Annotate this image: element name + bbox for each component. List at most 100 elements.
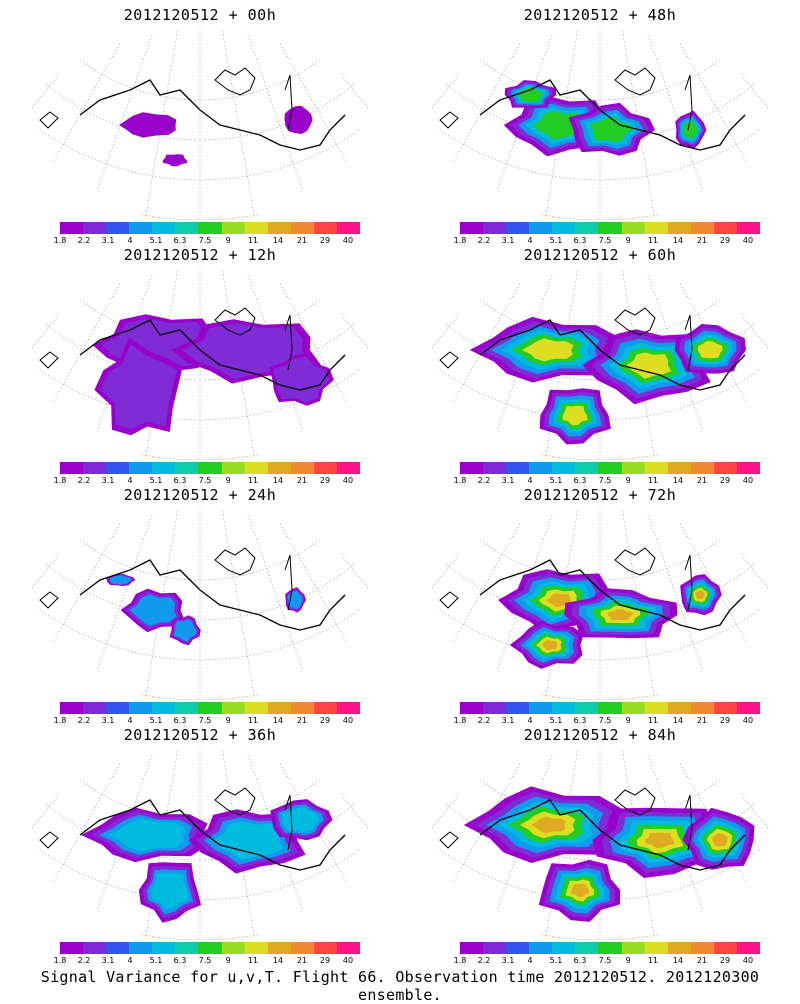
colorbar-swatch (290, 702, 314, 714)
colorbar-label: 21 (696, 476, 708, 485)
colorbar-swatch (290, 942, 314, 954)
colorbar-label: 5.1 (149, 476, 163, 485)
colorbar-label: 6.3 (173, 476, 187, 485)
colorbar-swatch (552, 222, 576, 234)
panel-title: 2012120512 + 72h (523, 486, 677, 504)
colorbar-label: 6.3 (173, 236, 187, 245)
colorbar-swatch (336, 222, 361, 234)
forecast-panel: 2012120512 + 24h 1.8 2.2 3.1 4 5.1 6.3 7.5 9 11 14… (0, 480, 400, 730)
colorbar-swatch (598, 222, 622, 234)
colorbar-swatch (529, 462, 553, 474)
colorbar-label: 11 (647, 956, 659, 965)
colorbar-label: 11 (647, 236, 659, 245)
colorbar-label: 3.1 (101, 476, 115, 485)
colorbar-label: 4 (527, 716, 533, 725)
colorbar-swatch (83, 222, 107, 234)
colorbar-label: 7.5 (598, 956, 612, 965)
colorbar-swatch (129, 222, 153, 234)
colorbar-swatch (313, 462, 337, 474)
colorbar-label: 3.1 (101, 236, 115, 245)
colorbar-swatch (529, 222, 553, 234)
colorbar-label: 29 (319, 956, 331, 965)
forecast-panel: 2012120512 + 00h 1.8 2.2 3.1 4 5.1 6.3 7.5 9 11 14… (0, 0, 400, 250)
colorbar-label: 7.5 (598, 476, 612, 485)
colorbar (460, 222, 761, 234)
colorbar-swatch (267, 702, 291, 714)
colorbar (60, 222, 361, 234)
colorbar-label: 29 (719, 716, 731, 725)
colorbar-swatch (483, 702, 507, 714)
colorbar-swatch (267, 222, 291, 234)
colorbar-swatch (244, 942, 268, 954)
colorbar-label: 2.2 (477, 956, 491, 965)
colorbar-swatch (575, 702, 599, 714)
colorbar-swatch (552, 462, 576, 474)
colorbar-labels: 1.8 2.2 3.1 4 5.1 6.3 7.5 9 11 14 21 29 40 (454, 236, 760, 246)
colorbar-label: 2.2 (77, 716, 91, 725)
colorbar-label: 40 (742, 236, 754, 245)
colorbar-swatch (736, 462, 761, 474)
colorbar-swatch (621, 462, 645, 474)
colorbar-swatch (667, 942, 691, 954)
colorbar-swatch (644, 462, 668, 474)
colorbar-swatch (129, 702, 153, 714)
colorbar-label: 6.3 (573, 716, 587, 725)
forecast-panel: 2012120512 + 36h 1.8 2.2 3.1 4 5.1 6.3 7.5 9 11 14… (0, 720, 400, 970)
colorbar-labels: 1.8 2.2 3.1 4 5.1 6.3 7.5 9 11 14 21 29 40 (454, 476, 760, 486)
colorbar-swatch (313, 942, 337, 954)
colorbar-label: 2.2 (77, 956, 91, 965)
panel-title: 2012120512 + 00h (123, 6, 277, 24)
colorbar-swatch (621, 942, 645, 954)
colorbar-label: 14 (272, 476, 284, 485)
colorbar-label: 7.5 (198, 716, 212, 725)
colorbar-swatch (221, 222, 245, 234)
colorbar-labels: 1.8 2.2 3.1 4 5.1 6.3 7.5 9 11 14 21 29 40 (454, 716, 760, 726)
colorbar-swatch (690, 942, 714, 954)
variance-map (28, 749, 372, 940)
colorbar-labels: 1.8 2.2 3.1 4 5.1 6.3 7.5 9 11 14 21 29 40 (54, 956, 360, 966)
colorbar-label: 1.8 (453, 716, 467, 725)
colorbar-swatch (552, 942, 576, 954)
colorbar-swatch (483, 222, 507, 234)
colorbar-swatch (221, 702, 245, 714)
colorbar-swatch (506, 222, 530, 234)
colorbar-swatch (106, 222, 130, 234)
colorbar-label: 7.5 (598, 236, 612, 245)
colorbar-label: 3.1 (101, 716, 115, 725)
colorbar-swatch (713, 702, 737, 714)
colorbar-label: 5.1 (149, 716, 163, 725)
colorbar-label: 14 (272, 236, 284, 245)
colorbar-swatch (713, 942, 737, 954)
colorbar-swatch (83, 702, 107, 714)
colorbar-swatch (667, 462, 691, 474)
colorbar (60, 942, 361, 954)
panel-title: 2012120512 + 36h (123, 726, 277, 744)
colorbar-label: 5.1 (149, 956, 163, 965)
colorbar-swatch (267, 942, 291, 954)
colorbar-label: 3.1 (501, 236, 515, 245)
colorbar-swatch (60, 942, 84, 954)
colorbar-swatch (129, 462, 153, 474)
colorbar-swatch (506, 462, 530, 474)
colorbar-swatch (83, 942, 107, 954)
variance-map (428, 509, 772, 700)
colorbar (60, 702, 361, 714)
colorbar-swatch (175, 702, 199, 714)
colorbar-swatch (106, 702, 130, 714)
colorbar-label: 9 (225, 476, 231, 485)
colorbar-label: 40 (742, 716, 754, 725)
colorbar-label: 9 (625, 476, 631, 485)
colorbar-swatch (460, 942, 484, 954)
colorbar (460, 702, 761, 714)
colorbar-label: 3.1 (501, 716, 515, 725)
colorbar-swatch (575, 942, 599, 954)
colorbar-swatch (667, 702, 691, 714)
colorbar-label: 2.2 (77, 236, 91, 245)
colorbar-label: 29 (719, 236, 731, 245)
colorbar-label: 29 (719, 476, 731, 485)
figure-caption: Signal Variance for u,v,T. Flight 66. Ob… (40, 968, 760, 1004)
colorbar-label: 40 (742, 956, 754, 965)
colorbar-labels: 1.8 2.2 3.1 4 5.1 6.3 7.5 9 11 14 21 29 40 (54, 716, 360, 726)
colorbar-label: 6.3 (173, 956, 187, 965)
forecast-panel: 2012120512 + 60h 1.8 2.2 3.1 4 5.1 6.3 7.5 9 11 14… (400, 240, 800, 490)
